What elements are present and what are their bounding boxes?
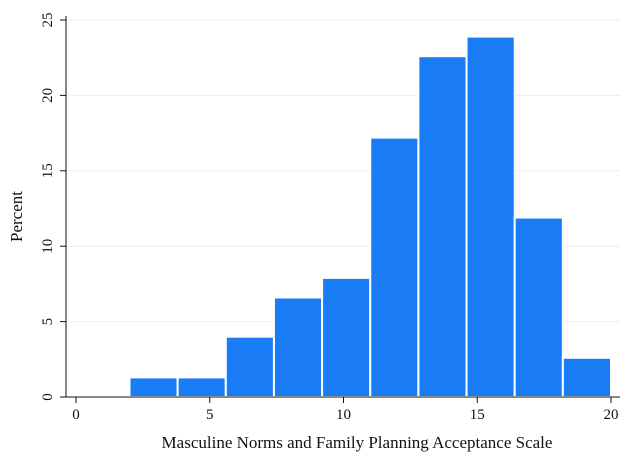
y-tick-label: 5 <box>40 318 56 326</box>
histogram-bar <box>369 136 420 398</box>
histogram-bar <box>417 55 468 399</box>
histogram-bar <box>272 296 324 398</box>
y-tick-label: 0 <box>40 393 56 401</box>
y-tick-label: 15 <box>40 163 56 178</box>
x-tick-label: 15 <box>470 407 485 423</box>
x-tick-label: 10 <box>336 407 351 423</box>
y-tick-label: 20 <box>40 88 56 103</box>
histogram-bar <box>176 376 227 398</box>
y-axis-title: Percent <box>7 191 26 242</box>
histogram-bar <box>465 35 516 398</box>
y-tick-label: 25 <box>40 13 56 28</box>
histogram-bar <box>128 376 179 398</box>
x-tick-label: 20 <box>604 407 619 423</box>
y-tick-label: 10 <box>40 239 56 254</box>
histogram-bars <box>128 35 612 399</box>
histogram-bar <box>561 356 612 398</box>
histogram-bar <box>513 216 564 398</box>
x-tick-label: 5 <box>206 407 214 423</box>
axes: 0 5 10 15 20 25 0 5 10 15 20 <box>40 13 620 423</box>
x-tick-label: 0 <box>72 407 80 423</box>
histogram-bar <box>321 276 372 399</box>
x-axis-title: Masculine Norms and Family Planning Acce… <box>162 433 553 452</box>
histogram-bar <box>224 335 275 398</box>
